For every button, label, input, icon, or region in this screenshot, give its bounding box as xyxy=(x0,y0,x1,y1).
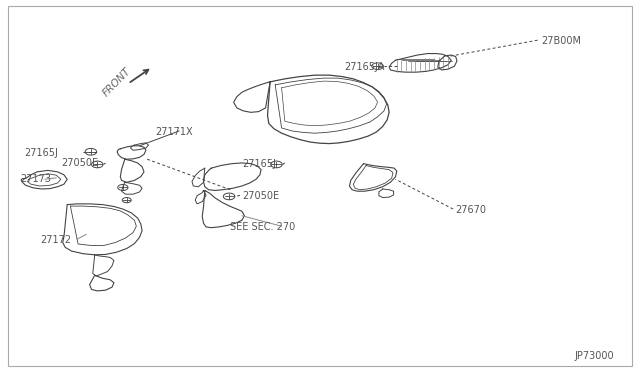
Text: JP73000: JP73000 xyxy=(575,352,614,361)
Text: 27165JA: 27165JA xyxy=(344,62,385,72)
Text: 27165J: 27165J xyxy=(24,148,58,157)
Text: 27173: 27173 xyxy=(20,174,51,183)
Text: 27670: 27670 xyxy=(456,205,486,215)
Text: 27171X: 27171X xyxy=(155,127,193,137)
Text: 27050E: 27050E xyxy=(61,158,98,168)
Text: 27165J: 27165J xyxy=(242,159,276,169)
Text: 27B00M: 27B00M xyxy=(541,36,581,46)
Text: FRONT: FRONT xyxy=(101,66,133,99)
Text: 27172: 27172 xyxy=(40,235,72,245)
Text: SEE SEC. 270: SEE SEC. 270 xyxy=(230,222,296,232)
Text: 27050E: 27050E xyxy=(242,192,279,201)
